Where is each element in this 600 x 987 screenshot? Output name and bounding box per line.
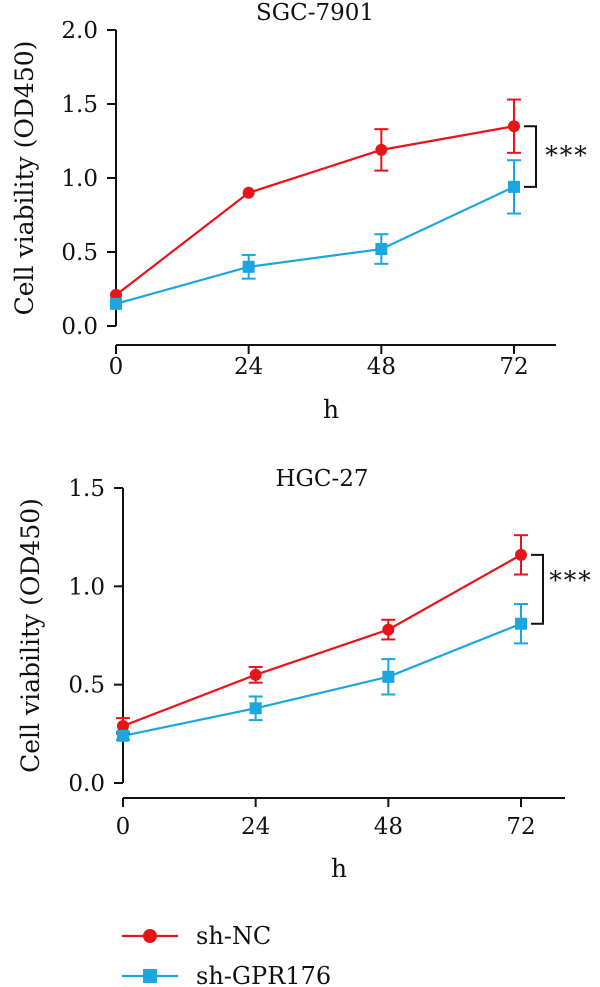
data-point [242, 260, 255, 273]
y-tick-label: 0.5 [68, 673, 105, 699]
legend-label: sh-NC [196, 922, 271, 950]
chart-sgc-7901: SGC-7901 0.0 0.5 1.0 1.5 2.0 Cell viability (O… [10, 0, 589, 424]
data-point [249, 702, 262, 715]
y-tick-label: 0.0 [61, 314, 98, 340]
series-line-sh-GPR176 [122, 622, 522, 737]
data-point [508, 120, 520, 133]
x-tick-label: 24 [234, 354, 263, 380]
data-point [382, 623, 395, 636]
significance-bracket [524, 125, 537, 188]
data-point [515, 617, 527, 630]
chart-title: HGC-27 [275, 466, 368, 492]
y-axis-label: Cell viability (OD450) [16, 498, 45, 773]
legend-item: sh-NC [122, 922, 271, 950]
y-tick-label: 1.5 [68, 476, 105, 502]
chart-hgc-27: HGC-27 0.0 0.5 1.0 1.5 Cell viability (OD450)… [16, 466, 593, 883]
y-tick-label: 0.0 [68, 771, 105, 797]
data-point [515, 548, 527, 561]
series-line-sh-GPR176 [115, 185, 515, 305]
data-point [375, 243, 388, 256]
data-point [117, 719, 129, 732]
x-axis-label: h [331, 854, 347, 883]
significance-bracket [531, 553, 544, 625]
significance-label: *** [545, 141, 589, 170]
legend: sh-NC sh-GPR176 [122, 922, 331, 987]
legend-marker [143, 929, 157, 943]
y-tick-label: 1.5 [61, 92, 98, 118]
x-tick-label: 72 [506, 814, 535, 840]
legend-label: sh-GPR176 [196, 962, 331, 987]
x-tick-label: 0 [109, 354, 124, 380]
chart-title: SGC-7901 [256, 0, 374, 26]
data-point [375, 143, 388, 156]
data-point [242, 186, 255, 199]
series-line-sh-NC [115, 125, 515, 296]
y-tick-label: 1.0 [61, 166, 98, 192]
data-point [508, 180, 520, 193]
x-axis-label: h [323, 395, 339, 424]
data-point [382, 670, 395, 683]
legend-marker [143, 969, 157, 983]
y-tick-label: 2.0 [61, 18, 98, 44]
y-tick-label: 0.5 [61, 240, 98, 266]
data-point [117, 729, 129, 742]
y-axis-label: Cell viability (OD450) [10, 41, 39, 316]
data-point [110, 297, 122, 310]
x-tick-label: 24 [241, 814, 270, 840]
legend-item: sh-GPR176 [122, 962, 331, 987]
significance-label: *** [549, 566, 593, 595]
x-tick-label: 72 [499, 354, 528, 380]
y-tick-label: 1.0 [68, 574, 105, 600]
data-point [249, 668, 262, 681]
x-tick-label: 48 [374, 814, 403, 840]
x-tick-label: 48 [367, 354, 396, 380]
x-tick-label: 0 [116, 814, 131, 840]
series-line-sh-NC [122, 553, 522, 727]
